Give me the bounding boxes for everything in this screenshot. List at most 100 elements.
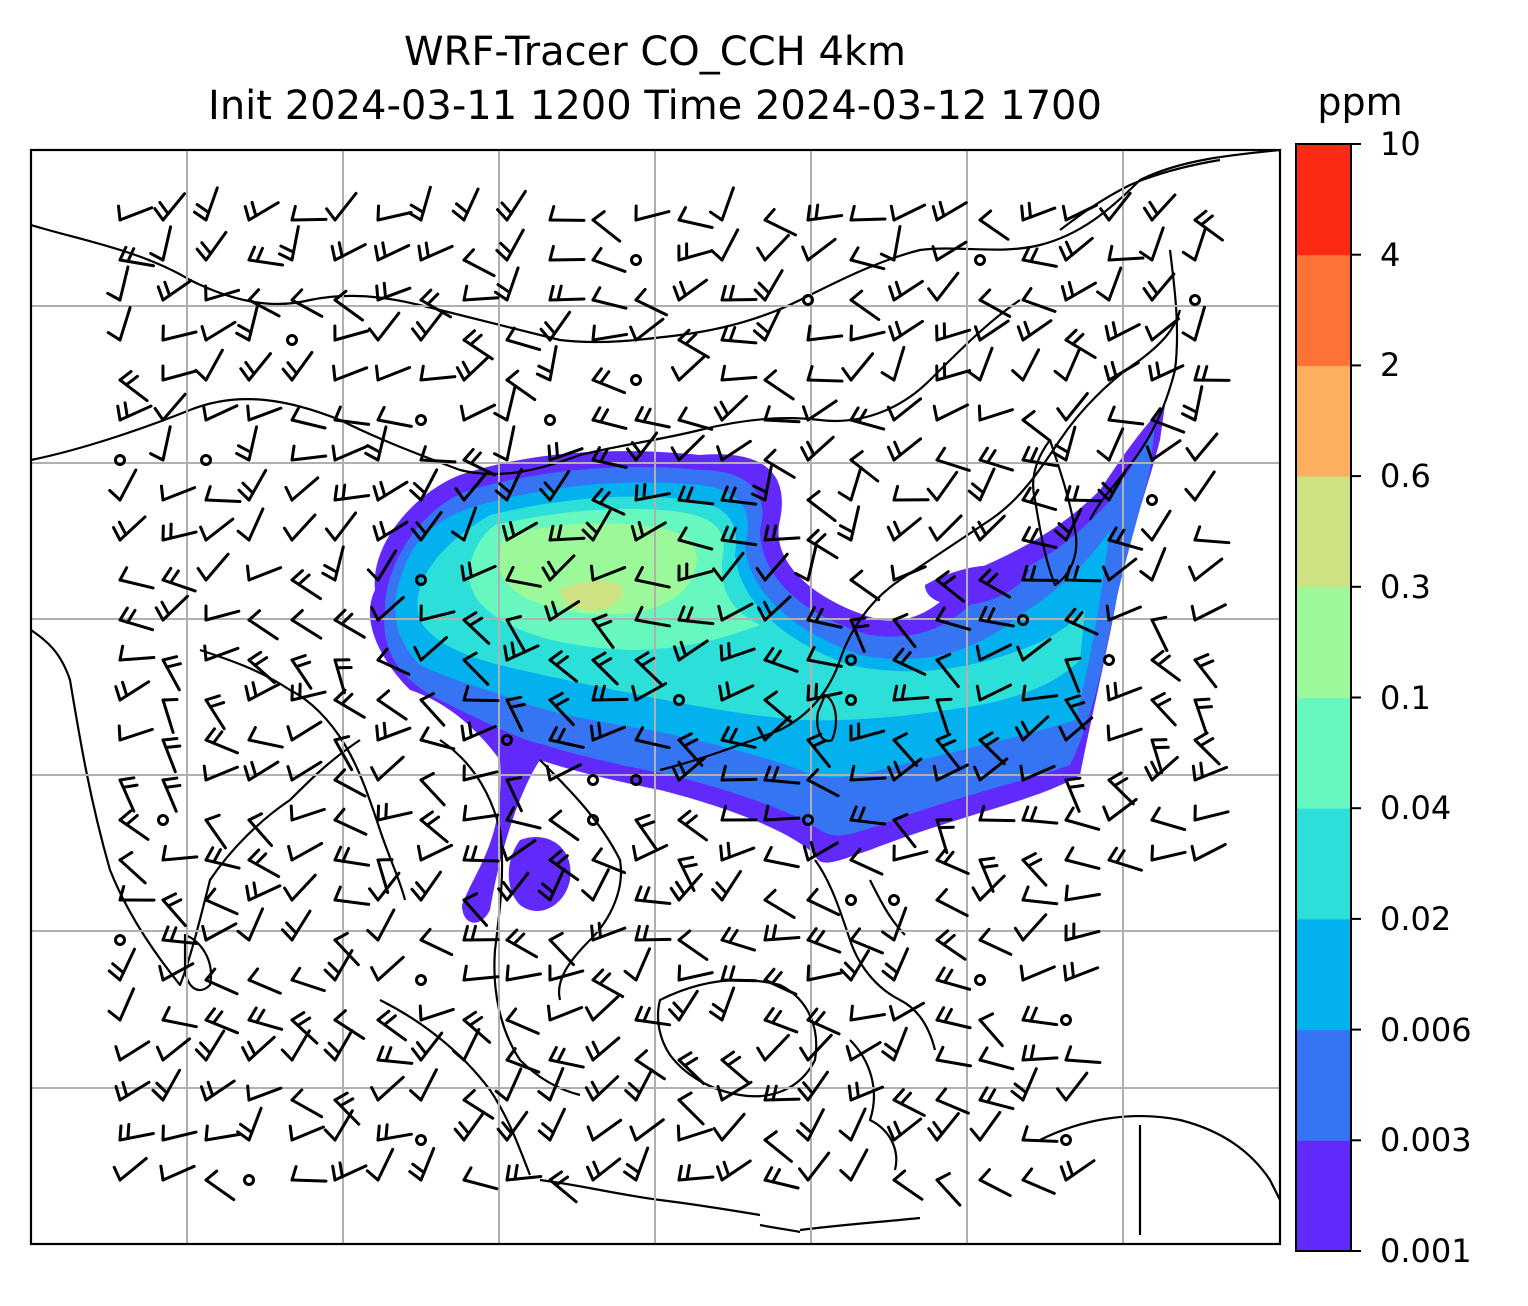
- wind-barb: [1064, 776, 1085, 813]
- wind-barb: [886, 517, 922, 542]
- wind-barb: [806, 645, 843, 668]
- wind-barb: [1144, 755, 1179, 782]
- colorbar-segment: [1296, 254, 1351, 366]
- wind-barb: [881, 947, 910, 982]
- wind-barb: [419, 810, 449, 844]
- colorbar-tick-label: 2: [1380, 346, 1401, 385]
- wind-barb: [114, 454, 126, 466]
- wind-barb: [454, 472, 488, 502]
- wind-barb: [286, 720, 323, 742]
- wind-barb: [374, 364, 412, 382]
- colorbar-segment: [1296, 144, 1351, 256]
- wind-barb: [839, 1148, 869, 1182]
- wind-barb: [752, 307, 782, 342]
- wind-barb: [505, 1007, 540, 1035]
- wind-barb: [806, 887, 841, 917]
- wind-barb: [935, 888, 969, 918]
- wind-barb: [376, 802, 413, 822]
- wind-barb: [892, 844, 929, 862]
- wind-barb: [1150, 806, 1187, 832]
- wind-barb: [544, 600, 581, 622]
- wind-barb: [545, 763, 582, 782]
- wind-barb: [331, 1161, 368, 1182]
- wind-barb: [505, 326, 542, 352]
- wind-barb: [156, 279, 193, 302]
- wind-barb: [763, 924, 801, 942]
- wind-barb: [935, 1045, 972, 1068]
- wind-barb: [847, 1081, 884, 1102]
- wind-barb: [462, 685, 500, 703]
- wind-barb: [1021, 852, 1048, 887]
- wind-barb: [192, 186, 219, 222]
- wind-barbs: [106, 185, 1231, 1207]
- wind-barb: [849, 204, 887, 222]
- wind-barb: [283, 873, 317, 902]
- wind-barb: [161, 522, 198, 542]
- wind-barb: [1105, 604, 1142, 622]
- wind-barb: [107, 987, 136, 1022]
- wind-barb: [243, 1174, 255, 1186]
- wind-barb: [1064, 846, 1101, 870]
- wind-barb: [236, 907, 265, 942]
- wind-barb: [849, 450, 880, 483]
- wind-barb: [281, 350, 314, 382]
- wind-barb: [677, 809, 709, 842]
- wind-barb: [376, 689, 408, 721]
- wind-barb: [500, 839, 537, 862]
- wind-barb: [324, 511, 358, 542]
- wind-barb: [370, 595, 405, 622]
- wind-barb: [892, 484, 930, 502]
- wind-barb: [1010, 1067, 1038, 1102]
- wind-barb: [118, 566, 155, 590]
- wind-barb: [670, 434, 705, 462]
- wind-barb: [161, 776, 182, 813]
- wind-barb: [376, 858, 394, 895]
- wind-barb: [462, 964, 500, 982]
- wind-barb: [541, 554, 576, 582]
- wind-barb: [194, 348, 224, 382]
- wind-barb: [204, 485, 242, 503]
- wind-barb: [1190, 842, 1227, 862]
- wind-barb: [806, 606, 843, 629]
- wind-barb: [935, 1006, 972, 1030]
- coastline-lesser-sunda: [759, 1216, 921, 1234]
- wind-barb: [713, 394, 749, 422]
- wind-barb: [112, 1156, 148, 1182]
- wind-barb: [157, 814, 169, 826]
- wind-barb: [1150, 691, 1177, 727]
- wind-barb: [410, 870, 442, 902]
- wind-barb: [763, 1130, 793, 1163]
- wind-barb: [462, 447, 497, 477]
- wind-barb: [716, 1080, 753, 1102]
- wind-barb: [204, 1169, 236, 1202]
- wind-barb: [235, 425, 259, 462]
- wind-barb: [161, 566, 197, 593]
- gridlines: [31, 150, 1280, 1244]
- wind-barb: [159, 484, 197, 502]
- colorbar-tick-label: 0.04: [1380, 789, 1452, 828]
- wind-barb: [677, 1051, 706, 1086]
- wind-barb: [888, 319, 924, 342]
- wind-barb: [370, 755, 405, 782]
- wind-barb: [750, 465, 773, 502]
- wind-barb: [416, 843, 454, 862]
- wind-barb: [631, 682, 668, 702]
- wind-barb: [537, 1067, 565, 1102]
- wind-barb: [629, 1118, 665, 1142]
- wind-barb: [935, 818, 955, 855]
- wind-barb: [677, 1163, 715, 1182]
- wind-barb: [290, 1165, 328, 1183]
- wind-barb: [419, 445, 457, 464]
- wind-barb: [245, 564, 283, 582]
- wind-barb: [763, 207, 798, 237]
- wind-barb: [763, 448, 796, 479]
- wind-barb: [1148, 361, 1185, 382]
- wind-barb: [1058, 716, 1094, 742]
- wind-barb: [462, 845, 500, 863]
- wind-barb: [284, 476, 320, 502]
- wind-barb: [1064, 485, 1102, 503]
- wind-barb: [415, 974, 427, 986]
- wind-barb: [161, 697, 179, 734]
- wind-barb: [1058, 236, 1094, 262]
- wind-barb: [118, 606, 155, 632]
